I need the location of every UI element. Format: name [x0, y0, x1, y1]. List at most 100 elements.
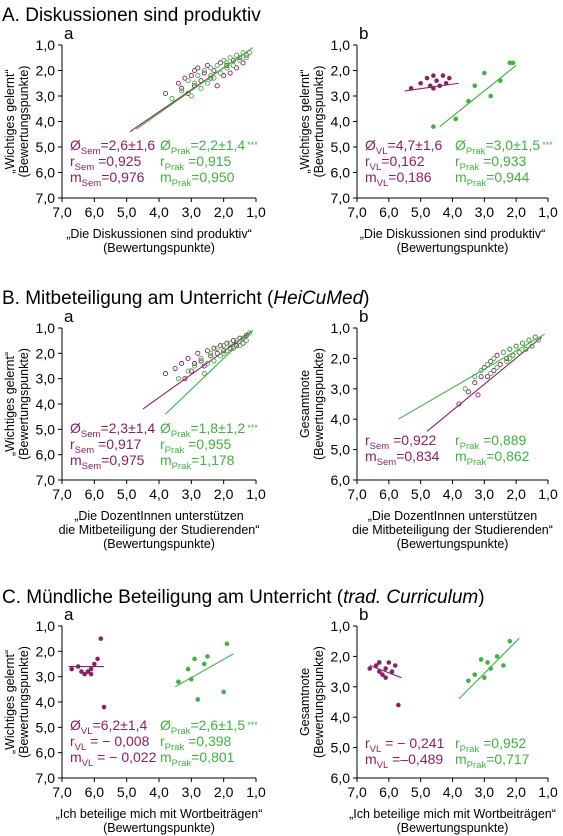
data-point — [494, 352, 500, 358]
data-point — [179, 360, 185, 367]
x-tick-label: 1,0 — [538, 204, 558, 220]
x-axis-label: (Bewertungspunkte) — [397, 537, 509, 551]
x-axis-label: „Ich beteilige mich mit Wortbeiträgen“ — [349, 807, 556, 821]
data-point — [221, 689, 226, 695]
data-point — [192, 80, 198, 86]
data-point — [507, 638, 513, 644]
y-tick-label: 3,0 — [331, 679, 351, 695]
y-tick-label: 7,0 — [36, 190, 56, 206]
data-point — [431, 124, 436, 129]
data-point — [504, 358, 510, 364]
y-tick-label: 1,0 — [331, 618, 351, 634]
data-point — [217, 343, 223, 349]
y-tick-label: 4,0 — [36, 396, 56, 412]
data-point — [386, 660, 392, 665]
data-point — [240, 50, 246, 56]
stat-line: rSem =0,922 — [365, 432, 437, 452]
data-point — [185, 90, 191, 96]
data-point — [69, 666, 74, 672]
data-point — [246, 50, 253, 56]
y-tick-label: 2,0 — [36, 345, 56, 361]
data-point — [497, 78, 503, 83]
stat-line: ØPrak=2,2±1,4 *** — [160, 137, 258, 157]
data-point — [501, 663, 506, 668]
data-point — [205, 654, 210, 659]
data-point — [230, 338, 236, 344]
stat-line: rPrak =0,952 — [455, 735, 527, 755]
stat-line: rPrak =0,398 — [160, 733, 232, 753]
x-tick-label: 1,0 — [246, 486, 266, 502]
x-tick-label: 5,0 — [411, 486, 431, 502]
data-point — [513, 343, 519, 349]
data-point — [240, 335, 246, 341]
y-tick-label: 2,0 — [36, 63, 56, 79]
y-tick-label: 4,0 — [331, 114, 351, 130]
data-point — [243, 55, 249, 61]
section-title-a: A. Diskussionen sind produktiv — [2, 5, 261, 26]
data-point — [408, 86, 414, 91]
x-tick-label: 6,0 — [85, 204, 105, 220]
y-tick-label: 5,0 — [36, 139, 56, 155]
y-tick-label: 4,0 — [36, 114, 56, 130]
y-tick-label: 3,0 — [36, 371, 56, 387]
data-point — [227, 70, 233, 76]
stat-line: mPrak=0,862 — [455, 448, 530, 468]
stat-line: rVL=0,162 — [365, 153, 425, 173]
data-point — [201, 70, 207, 76]
x-axis-label: die Mitbeteiligung der Studierenden“ — [352, 523, 553, 537]
data-point — [214, 345, 220, 351]
data-point — [217, 60, 223, 66]
data-point — [85, 669, 91, 674]
data-point — [162, 371, 169, 377]
y-tick-label: 7,0 — [331, 190, 351, 206]
x-axis-label: „Die Diskussionen sind produktiv“ — [66, 227, 252, 241]
data-point — [230, 62, 236, 68]
data-point — [172, 365, 178, 372]
data-point — [510, 352, 516, 358]
x-tick-label: 1,0 — [246, 204, 266, 220]
y-tick-label: 2,0 — [36, 643, 56, 659]
data-point — [169, 96, 175, 102]
data-point — [188, 93, 194, 99]
data-point — [227, 345, 233, 351]
y-axis-label: Gesamtnote — [298, 668, 312, 736]
regression-line — [174, 653, 234, 688]
y-tick-label: 6,0 — [36, 165, 56, 181]
data-point — [188, 368, 194, 374]
data-point — [192, 656, 197, 662]
data-point — [82, 671, 87, 677]
data-point — [497, 361, 503, 368]
data-point — [211, 358, 217, 364]
data-point — [221, 350, 227, 356]
y-tick-label: 2,0 — [331, 648, 351, 664]
panel-label: a — [64, 24, 74, 43]
stat-line: mPrak=0,801 — [160, 749, 235, 769]
x-axis-label: (Bewertungspunkte) — [103, 821, 215, 835]
stat-line: ØSem=2,6±1,6 — [70, 137, 155, 157]
stat-line: mVL = − 0,022 — [70, 749, 157, 769]
data-point — [185, 78, 191, 84]
x-tick-label: 4,0 — [149, 204, 169, 220]
y-tick-label: 6,0 — [331, 165, 351, 181]
data-point — [221, 57, 227, 63]
y-tick-label: 1,0 — [331, 320, 351, 336]
data-point — [179, 85, 185, 91]
data-point — [211, 67, 217, 74]
data-point — [437, 83, 443, 89]
data-point — [88, 671, 94, 677]
data-point — [491, 368, 497, 374]
data-point — [101, 704, 107, 710]
data-point — [79, 669, 84, 674]
data-point — [380, 672, 385, 677]
data-point — [484, 374, 491, 380]
section-title-b: B. Mitbeteiligung am Unterricht (HeiCuMe… — [2, 288, 369, 309]
data-point — [234, 52, 240, 58]
data-point — [507, 346, 513, 352]
panel-label: b — [359, 605, 368, 624]
x-axis-label: die Mitbeteiligung der Studierenden“ — [59, 523, 260, 537]
x-axis-label: „Die DozentInnen unterstützen — [368, 509, 538, 523]
data-point — [376, 660, 382, 665]
stat-line: mPrak=1,178 — [160, 452, 235, 472]
section-title-c: C. Mündliche Beteiligung am Unterricht (… — [2, 587, 485, 608]
data-point — [488, 358, 494, 364]
